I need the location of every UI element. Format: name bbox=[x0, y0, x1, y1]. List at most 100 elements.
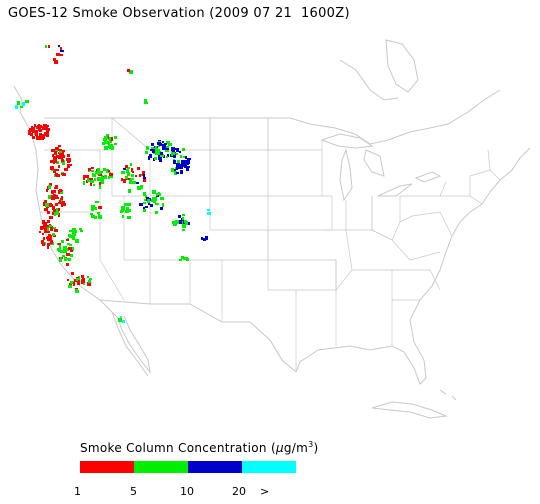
cuba bbox=[371, 401, 448, 419]
smoke-pixel bbox=[58, 243, 61, 245]
legend-tick-2: 10 bbox=[180, 485, 194, 498]
smoke-pixel bbox=[144, 99, 147, 102]
smoke-pixel bbox=[59, 200, 61, 203]
smoke-pixel bbox=[89, 278, 92, 280]
smoke-pixel bbox=[142, 171, 145, 173]
smoke-pixel bbox=[176, 172, 179, 174]
smoke-pixel bbox=[67, 279, 69, 281]
smoke-pixel bbox=[175, 220, 179, 224]
smoke-pixel bbox=[60, 198, 63, 200]
legend-tick-3: 20 bbox=[232, 485, 246, 498]
smoke-pixel bbox=[83, 181, 85, 185]
smoke-pixel bbox=[143, 202, 146, 204]
smoke-pixel bbox=[173, 169, 176, 171]
smoke-pixel bbox=[141, 185, 143, 189]
smoke-pixel bbox=[90, 183, 92, 186]
smoke-pixel bbox=[158, 149, 160, 152]
smoke-pixel bbox=[83, 177, 85, 180]
smoke-pixel bbox=[153, 149, 155, 153]
smoke-pixel bbox=[121, 178, 123, 181]
smoke-pixel bbox=[75, 289, 78, 292]
smoke-pixel bbox=[47, 243, 50, 246]
state-lines bbox=[40, 117, 501, 372]
smoke-pixel bbox=[53, 190, 56, 193]
smoke-pixel bbox=[151, 147, 154, 150]
gulf-coastline bbox=[295, 341, 427, 385]
smoke-pixel bbox=[87, 276, 89, 278]
smoke-pixel bbox=[69, 244, 72, 246]
smoke-pixel bbox=[186, 166, 190, 168]
smoke-pixel bbox=[127, 167, 130, 169]
smoke-pixel bbox=[47, 245, 49, 249]
legend-tick-4: > bbox=[260, 485, 270, 498]
smoke-pixel bbox=[101, 177, 104, 180]
smoke-pixel bbox=[144, 199, 147, 201]
smoke-pixel bbox=[98, 206, 102, 209]
smoke-pixel bbox=[125, 176, 128, 179]
smoke-pixel bbox=[40, 226, 43, 230]
smoke-pixel bbox=[43, 237, 45, 240]
smoke-pixel bbox=[97, 171, 100, 175]
smoke-pixel bbox=[94, 178, 96, 181]
smoke-pixel bbox=[97, 168, 100, 171]
smoke-pixel bbox=[53, 170, 56, 173]
smoke-pixel bbox=[76, 278, 80, 281]
smoke-pixel bbox=[162, 141, 164, 143]
smoke-pixel bbox=[158, 192, 160, 195]
smoke-pixel bbox=[38, 124, 40, 127]
smoke-pixel bbox=[168, 143, 172, 146]
smoke-pixel bbox=[49, 183, 52, 186]
smoke-pixel bbox=[183, 156, 185, 158]
smoke-pixel bbox=[25, 100, 29, 103]
smoke-pixel bbox=[50, 166, 54, 170]
smoke-pixel bbox=[52, 195, 55, 198]
smoke-pixel bbox=[58, 165, 60, 168]
smoke-pixel bbox=[124, 203, 128, 206]
smoke-pixel bbox=[46, 189, 48, 192]
smoke-pixel bbox=[155, 151, 158, 155]
legend-label: Smoke Column Concentration (μg/m3) bbox=[80, 440, 319, 455]
legend-tick-1: 5 bbox=[130, 485, 137, 498]
smoke-pixel bbox=[147, 199, 150, 203]
smoke-pixel bbox=[126, 169, 129, 173]
smoke-pixel bbox=[50, 238, 52, 241]
smoke-pixel bbox=[126, 207, 129, 210]
smoke-pixel bbox=[53, 227, 56, 229]
smoke-pixel bbox=[60, 257, 62, 259]
smoke-pixel bbox=[47, 236, 50, 239]
bahamas bbox=[439, 389, 457, 401]
smoke-pixel bbox=[66, 239, 69, 241]
smoke-pixel bbox=[120, 316, 122, 319]
smoke-pixel bbox=[72, 237, 75, 240]
smoke-pixel bbox=[201, 237, 203, 240]
smoke-pixel bbox=[149, 154, 152, 158]
smoke-pixel bbox=[60, 152, 64, 156]
smoke-pixel bbox=[101, 175, 103, 178]
smoke-pixel bbox=[60, 156, 64, 158]
smoke-pixel bbox=[152, 197, 155, 200]
smoke-pixel bbox=[91, 170, 94, 172]
smoke-pixel bbox=[111, 137, 113, 141]
smoke-pixel bbox=[144, 102, 148, 104]
smoke-pixel bbox=[81, 275, 84, 278]
smoke-pixel bbox=[71, 272, 74, 275]
smoke-pixel bbox=[187, 158, 191, 160]
smoke-pixel bbox=[72, 231, 75, 234]
smoke-pixel bbox=[90, 213, 93, 215]
smoke-pixel bbox=[39, 129, 42, 132]
smoke-pixel bbox=[171, 147, 175, 151]
smoke-pixel bbox=[17, 101, 20, 105]
smoke-pixel bbox=[125, 210, 129, 213]
smoke-pixel bbox=[109, 147, 111, 149]
smoke-pixel bbox=[127, 216, 131, 219]
map-title: GOES-12 Smoke Observation (2009 07 21 16… bbox=[8, 6, 350, 21]
mexico-border bbox=[99, 299, 297, 373]
smoke-pixel bbox=[43, 225, 47, 229]
smoke-pixel bbox=[93, 174, 96, 177]
smoke-pixel bbox=[181, 256, 184, 259]
northern-island bbox=[385, 39, 419, 93]
smoke-pixel bbox=[56, 53, 60, 56]
smoke-pixel bbox=[97, 212, 100, 214]
smoke-pixel bbox=[48, 185, 51, 189]
smoke-pixel bbox=[151, 143, 154, 146]
